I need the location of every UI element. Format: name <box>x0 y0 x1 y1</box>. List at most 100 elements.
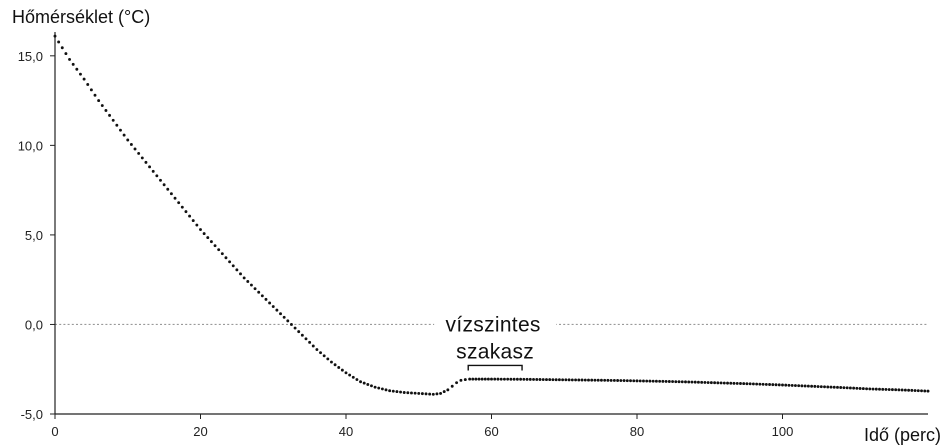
data-point <box>246 280 250 283</box>
data-point <box>509 377 513 381</box>
data-point <box>658 379 662 383</box>
data-point <box>279 312 282 316</box>
data-point <box>894 388 898 392</box>
data-point <box>442 390 446 394</box>
data-point <box>162 183 166 187</box>
axes-layer <box>50 32 928 419</box>
y-tick-label: -5,0 <box>21 407 43 422</box>
data-point <box>340 368 344 372</box>
data-point <box>803 384 807 388</box>
data-point <box>159 178 162 182</box>
data-point <box>286 319 290 323</box>
data-point <box>428 392 432 396</box>
x-axis-title: Idő (perc) <box>864 425 941 445</box>
data-point <box>926 389 930 393</box>
data-point <box>333 363 337 367</box>
data-point <box>439 391 443 395</box>
data-point <box>424 392 428 396</box>
data-point <box>839 386 843 389</box>
data-point <box>184 210 188 214</box>
data-point <box>874 387 878 391</box>
data-point <box>515 377 519 381</box>
data-point <box>735 381 739 385</box>
data-point <box>180 205 184 209</box>
data-point <box>468 377 472 381</box>
data-point <box>490 377 493 381</box>
data-point <box>271 305 275 308</box>
data-point <box>206 236 210 240</box>
data-point <box>848 386 852 390</box>
data-point <box>771 383 775 387</box>
data-point <box>761 382 765 386</box>
data-point <box>677 380 681 384</box>
annotation-layer: vízszintes szakasz <box>434 310 557 371</box>
data-point <box>913 389 917 392</box>
data-point <box>257 290 261 294</box>
data-point <box>144 160 148 164</box>
data-point <box>587 378 590 382</box>
data-point <box>249 283 253 287</box>
data-point <box>784 383 788 387</box>
data-point <box>199 228 202 231</box>
data-point <box>151 169 155 173</box>
data-point <box>209 240 213 244</box>
data-point <box>148 165 152 169</box>
data-point <box>300 333 304 337</box>
data-point <box>654 379 658 383</box>
data-point <box>642 379 645 383</box>
data-point <box>359 380 362 384</box>
data-point <box>119 128 122 132</box>
data-point <box>861 387 865 391</box>
data-point <box>583 378 587 382</box>
data-point <box>713 381 717 385</box>
data-point <box>739 382 742 385</box>
data-point <box>790 383 794 387</box>
data-point <box>166 187 170 191</box>
data-point <box>506 377 510 381</box>
data-point <box>486 377 490 381</box>
data-point <box>810 384 814 388</box>
data-point <box>793 384 797 387</box>
data-point <box>632 379 636 383</box>
data-point <box>122 133 126 137</box>
data-point <box>751 382 755 386</box>
data-point <box>355 378 359 381</box>
data-point <box>806 384 810 388</box>
data-point <box>435 392 439 396</box>
data-point <box>716 381 720 385</box>
data-point <box>865 387 869 391</box>
data-point <box>275 308 279 312</box>
data-point <box>483 377 487 381</box>
data-point <box>413 391 417 395</box>
data-point <box>242 276 246 280</box>
data-point <box>897 388 901 392</box>
data-point <box>326 357 330 361</box>
data-point <box>220 252 224 256</box>
data-point <box>693 380 697 384</box>
data-point <box>64 52 68 56</box>
data-point <box>315 348 319 351</box>
data-point <box>311 344 315 348</box>
x-tick-label: 100 <box>772 424 794 439</box>
data-point <box>729 381 733 385</box>
data-point <box>264 297 268 301</box>
data-point <box>406 391 410 395</box>
data-point <box>528 377 532 381</box>
data-point <box>755 382 759 386</box>
data-point <box>293 326 297 330</box>
data-point <box>268 301 272 305</box>
data-point <box>380 387 384 391</box>
data-point <box>79 72 82 76</box>
data-point <box>471 377 475 381</box>
data-point <box>706 381 710 384</box>
data-point <box>823 385 826 389</box>
x-tick-label: 20 <box>193 424 207 439</box>
data-point <box>260 294 264 298</box>
data-point <box>842 386 846 390</box>
data-point <box>570 378 574 382</box>
data-point <box>836 385 839 389</box>
data-point <box>304 337 308 341</box>
data-point <box>748 382 752 386</box>
data-point <box>493 377 497 381</box>
data-point <box>391 389 395 393</box>
